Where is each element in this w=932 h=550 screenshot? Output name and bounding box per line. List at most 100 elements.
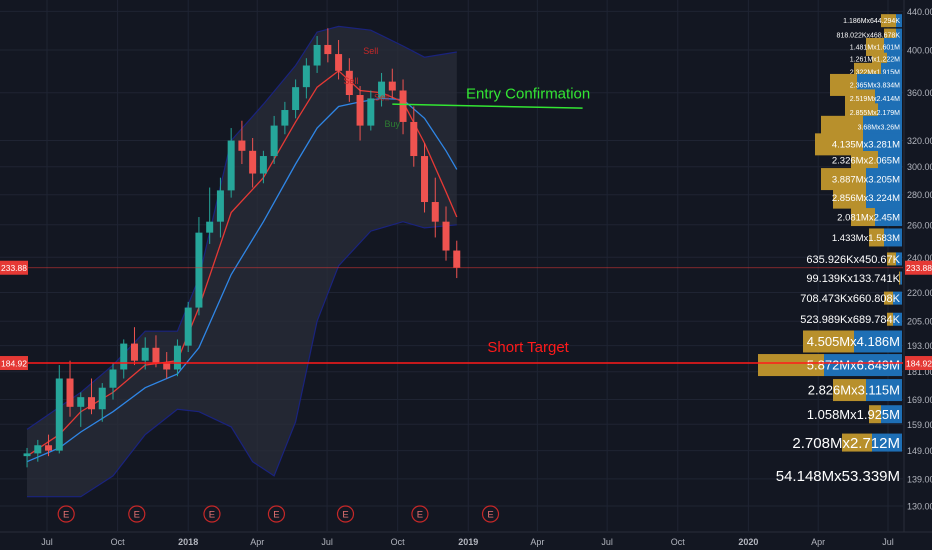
y-tick-label: 130.00 bbox=[907, 502, 932, 512]
candle-body bbox=[163, 362, 171, 370]
entry-confirmation-label: Entry Confirmation bbox=[466, 85, 590, 102]
candle[interactable] bbox=[66, 360, 74, 417]
candle[interactable] bbox=[163, 352, 171, 379]
candle[interactable] bbox=[109, 362, 117, 400]
vp-label: 2.826Mx3.115M bbox=[808, 383, 900, 398]
volume-profile-row: 2.081Mx2.45M bbox=[837, 208, 902, 227]
y-tick-label: 440.00 bbox=[907, 7, 932, 17]
x-tick-label: Oct bbox=[671, 537, 686, 547]
candle-body bbox=[259, 156, 267, 174]
candle-body bbox=[77, 397, 85, 407]
vp-sell-bar bbox=[824, 354, 902, 377]
vp-label: 2.365Mx3.834M bbox=[850, 82, 900, 89]
earnings-circle bbox=[128, 505, 146, 523]
candle[interactable] bbox=[206, 187, 214, 244]
candle[interactable] bbox=[313, 36, 321, 73]
candle-body bbox=[249, 150, 257, 174]
earnings-marker[interactable]: E bbox=[267, 505, 286, 523]
y-tick-label: 149.00 bbox=[907, 446, 932, 456]
candle[interactable] bbox=[259, 150, 267, 184]
candle[interactable] bbox=[141, 337, 149, 370]
candle[interactable] bbox=[249, 138, 257, 188]
candle[interactable] bbox=[216, 177, 224, 238]
candle[interactable] bbox=[324, 28, 332, 63]
earnings-marker[interactable]: E bbox=[411, 505, 429, 523]
earnings-letter: E bbox=[342, 510, 348, 521]
vp-sell-bar bbox=[875, 208, 902, 227]
earnings-marker[interactable]: E bbox=[57, 505, 75, 523]
candle[interactable] bbox=[152, 335, 160, 368]
candle-body bbox=[173, 345, 181, 370]
vp-buy-bar bbox=[869, 405, 881, 424]
x-tick-label: Apr bbox=[530, 537, 544, 547]
candle[interactable] bbox=[270, 115, 278, 165]
candle[interactable] bbox=[34, 439, 42, 462]
candle[interactable] bbox=[292, 79, 300, 119]
candle-body bbox=[313, 44, 321, 66]
earnings-marker[interactable]: E bbox=[203, 505, 221, 523]
candle[interactable] bbox=[173, 339, 181, 377]
candle[interactable] bbox=[378, 72, 386, 107]
earnings-marker[interactable]: E bbox=[128, 505, 146, 523]
candle[interactable] bbox=[45, 434, 53, 457]
candle[interactable] bbox=[195, 217, 203, 316]
candle[interactable] bbox=[356, 86, 364, 141]
earnings-circle bbox=[203, 505, 221, 523]
y-tick-label: 360.00 bbox=[907, 88, 932, 98]
candle[interactable] bbox=[399, 79, 407, 135]
candle[interactable] bbox=[281, 101, 289, 135]
y-tick-label: 193.00 bbox=[907, 341, 932, 351]
y-tick-label: 169.00 bbox=[907, 395, 932, 405]
vp-buy-bar bbox=[866, 37, 884, 56]
earnings-marker[interactable]: E bbox=[336, 505, 355, 523]
y-tick-label: 220.00 bbox=[907, 288, 932, 298]
candle[interactable] bbox=[388, 68, 396, 99]
vp-buy-bar bbox=[815, 133, 863, 156]
volume-profile-row: 2.708Mx2.712M bbox=[792, 433, 902, 452]
annotations: Entry Confirmation Short Target bbox=[0, 85, 903, 364]
candle[interactable] bbox=[453, 240, 461, 279]
vp-sell-bar bbox=[896, 14, 902, 28]
earnings-circle bbox=[481, 505, 500, 523]
candle[interactable] bbox=[55, 365, 63, 454]
vp-buy-bar bbox=[851, 208, 875, 227]
candle[interactable] bbox=[431, 177, 439, 238]
candle[interactable] bbox=[130, 327, 138, 366]
x-tick-label: Jul bbox=[321, 537, 333, 547]
candle[interactable] bbox=[88, 378, 96, 415]
candle-body bbox=[227, 140, 235, 191]
vp-label: 635.926Kx450.67K bbox=[806, 254, 900, 266]
moving-averages bbox=[26, 69, 458, 463]
vp-label: 1.261Mx1.222M bbox=[850, 57, 900, 64]
candle[interactable] bbox=[345, 58, 353, 102]
candle[interactable] bbox=[442, 206, 450, 261]
candle[interactable] bbox=[120, 339, 128, 379]
candle-body bbox=[281, 110, 289, 126]
candle[interactable] bbox=[238, 120, 246, 165]
candle[interactable] bbox=[367, 90, 375, 131]
time-axis[interactable]: Jul Oct 2018 Apr Jul Oct 2019 Apr Jul Oct 2020 Apr J… bbox=[0, 531, 932, 547]
candle[interactable] bbox=[421, 143, 429, 213]
candle-body bbox=[109, 369, 117, 388]
candle[interactable] bbox=[302, 58, 310, 99]
candle[interactable] bbox=[335, 39, 343, 80]
candle[interactable] bbox=[98, 383, 106, 422]
candle[interactable] bbox=[410, 106, 418, 167]
candle[interactable] bbox=[184, 301, 192, 353]
candle[interactable] bbox=[77, 392, 85, 427]
y-tick-label: 260.00 bbox=[907, 220, 932, 230]
earnings-marker[interactable]: E bbox=[481, 505, 500, 523]
signal-label: Sell bbox=[343, 76, 358, 86]
candle-body bbox=[55, 378, 63, 451]
price-axis[interactable]: 440.00 400.00 360.00 320.00 300.00 280.00 260.… bbox=[903, 0, 932, 532]
earnings-circle bbox=[267, 505, 286, 523]
vp-label: 2.519Mx2.414M bbox=[850, 96, 900, 103]
volume-profile-row: 5.872Mx6.849M bbox=[758, 354, 902, 377]
candle[interactable] bbox=[227, 128, 235, 198]
volume-profile-row: 99.139Kx133.741K bbox=[806, 271, 902, 285]
earnings-circle bbox=[336, 505, 355, 523]
candle[interactable] bbox=[23, 447, 31, 468]
vp-label: 3.68Mx3.26M bbox=[858, 124, 901, 131]
